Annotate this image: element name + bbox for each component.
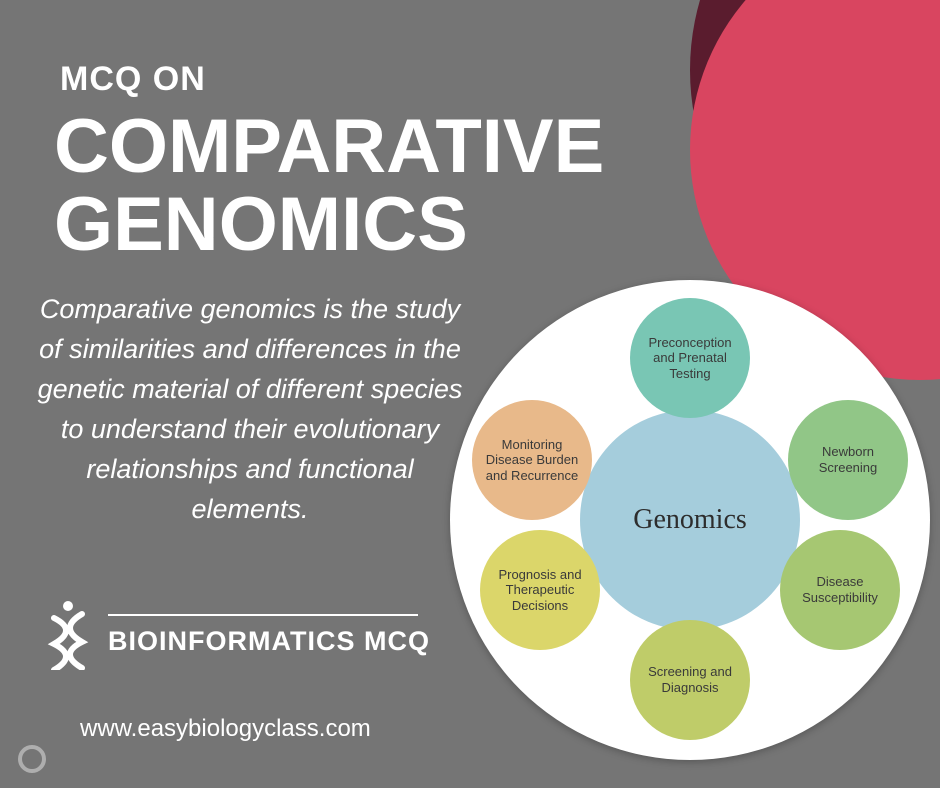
brand-divider xyxy=(108,614,418,616)
diagram-inner: Genomics Preconception and Prenatal Test… xyxy=(450,280,930,760)
brand-block: BIOINFORMATICS MCQ xyxy=(40,600,430,670)
title-line-1: COMPARATIVE xyxy=(54,104,604,189)
subtitle: MCQ ON xyxy=(60,60,206,99)
description-text: Comparative genomics is the study of sim… xyxy=(30,290,470,530)
diagram-petal-bottom: Screening and Diagnosis xyxy=(630,620,750,740)
helix-logo-icon xyxy=(40,600,96,670)
diagram-center: Genomics xyxy=(580,410,800,630)
brand-label: BIOINFORMATICS MCQ xyxy=(108,626,430,657)
diagram-petal-top-left: Monitoring Disease Burden and Recurrence xyxy=(472,400,592,520)
website-url: www.easybiologyclass.com xyxy=(80,715,371,743)
diagram-petal-top: Preconception and Prenatal Testing xyxy=(630,298,750,418)
page-title: COMPARATIVE GENOMICS xyxy=(54,108,604,263)
diagram-petal-top-right: Newborn Screening xyxy=(788,400,908,520)
genomics-diagram: Genomics Preconception and Prenatal Test… xyxy=(450,280,930,760)
diagram-petal-bottom-left: Prognosis and Therapeutic Decisions xyxy=(480,530,600,650)
diagram-petal-bottom-right: Disease Susceptibility xyxy=(780,530,900,650)
decor-ring-icon xyxy=(18,745,46,773)
brand-text-block: BIOINFORMATICS MCQ xyxy=(108,614,430,657)
title-line-2: GENOMICS xyxy=(54,182,468,267)
diagram-center-label: Genomics xyxy=(633,504,747,536)
